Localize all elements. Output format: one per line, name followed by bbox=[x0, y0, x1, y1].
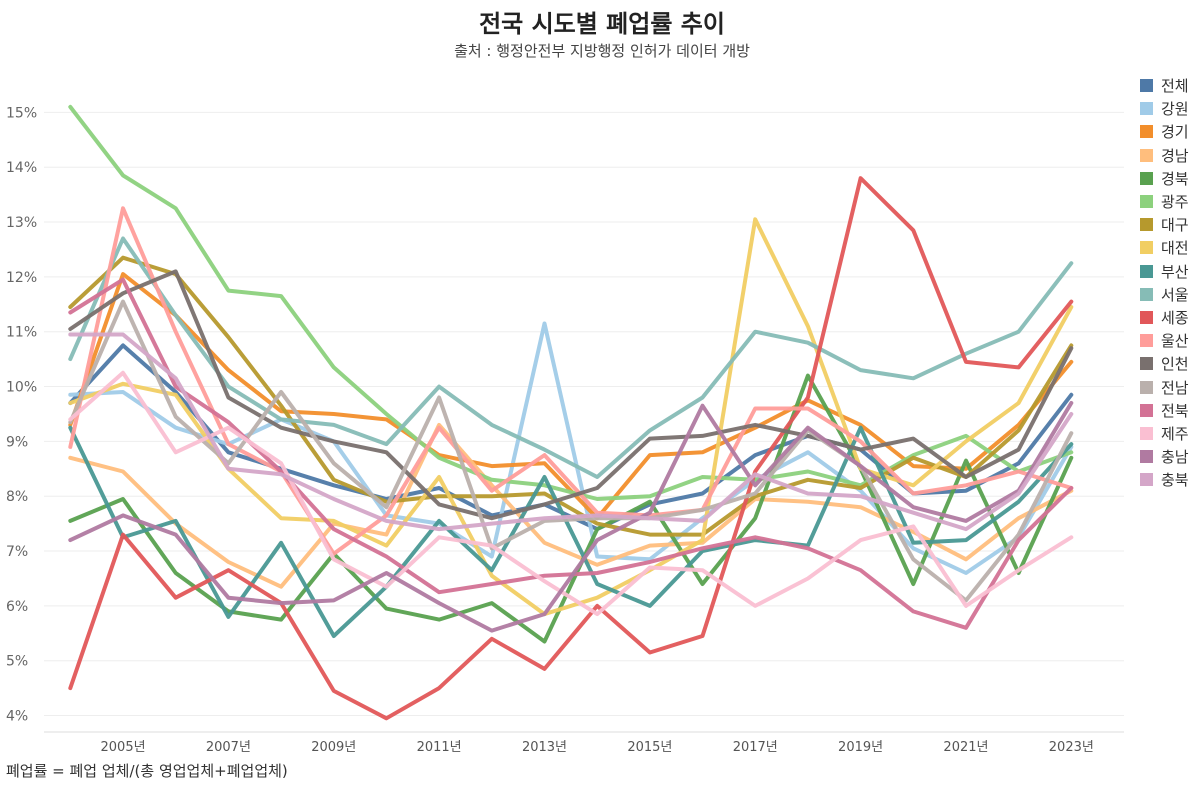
series-line-충남 bbox=[68, 401, 1074, 633]
legend-label: 대구 bbox=[1161, 216, 1189, 235]
legend-label: 경남 bbox=[1161, 146, 1189, 165]
y-tick-label: 13% bbox=[6, 215, 37, 231]
chart-subtitle: 출처 : 행정안전부 지방행정 인허가 데이터 개방 bbox=[454, 42, 750, 60]
legend-item[interactable]: 전체 bbox=[1140, 74, 1200, 97]
x-tick-label: 2023년 bbox=[1049, 740, 1094, 755]
legend-label: 전북 bbox=[1161, 401, 1189, 420]
x-tick-label: 2005년 bbox=[101, 740, 146, 755]
legend-item[interactable]: 충북 bbox=[1140, 468, 1200, 491]
y-tick-label: 8% bbox=[6, 489, 28, 505]
legend-swatch bbox=[1140, 195, 1153, 209]
legend-swatch bbox=[1140, 287, 1153, 301]
legend-label: 울산 bbox=[1161, 332, 1189, 351]
legend-swatch bbox=[1140, 310, 1153, 324]
legend-item[interactable]: 전남 bbox=[1140, 375, 1200, 398]
x-tick-label: 2007년 bbox=[206, 740, 251, 755]
legend-label: 대전 bbox=[1161, 239, 1189, 258]
series-line-인천 bbox=[68, 269, 1074, 521]
legend-swatch bbox=[1140, 241, 1153, 255]
x-tick-label: 2019년 bbox=[838, 740, 883, 755]
y-tick-label: 9% bbox=[6, 434, 28, 450]
series-line-부산 bbox=[68, 425, 1074, 638]
legend-label: 경북 bbox=[1161, 169, 1189, 188]
legend-label: 경기 bbox=[1161, 123, 1189, 142]
legend-swatch bbox=[1140, 148, 1153, 162]
y-tick-label: 4% bbox=[6, 709, 28, 725]
series-line-전남 bbox=[68, 299, 1074, 603]
series-line-광주 bbox=[68, 104, 1074, 501]
legend-label: 강원 bbox=[1161, 100, 1189, 119]
series-line-충북 bbox=[68, 332, 1074, 532]
legend-swatch bbox=[1140, 264, 1153, 278]
series-line-대구 bbox=[68, 255, 1074, 537]
legend-swatch bbox=[1140, 426, 1153, 440]
legend-item[interactable]: 전북 bbox=[1140, 399, 1200, 422]
y-tick-label: 14% bbox=[6, 160, 37, 176]
series-line-강원 bbox=[68, 321, 1074, 575]
legend-swatch bbox=[1140, 334, 1153, 348]
series-lines bbox=[68, 104, 1074, 721]
legend-item[interactable]: 세종 bbox=[1140, 306, 1200, 329]
series-line-세종 bbox=[68, 176, 1074, 721]
legend-swatch bbox=[1140, 125, 1153, 139]
legend-item[interactable]: 대전 bbox=[1140, 236, 1200, 259]
legend-item[interactable]: 대구 bbox=[1140, 213, 1200, 236]
x-tick-label: 2009년 bbox=[311, 740, 356, 755]
legend-swatch bbox=[1140, 380, 1153, 394]
legend-swatch bbox=[1140, 403, 1153, 417]
y-tick-label: 5% bbox=[6, 654, 28, 670]
y-tick-label: 7% bbox=[6, 544, 28, 560]
x-tick-label: 2013년 bbox=[522, 740, 567, 755]
legend-item[interactable]: 제주 bbox=[1140, 422, 1200, 445]
legend-swatch bbox=[1140, 357, 1153, 371]
legend-label: 부산 bbox=[1161, 262, 1189, 281]
legend-swatch bbox=[1140, 218, 1153, 232]
legend-swatch bbox=[1140, 473, 1153, 487]
x-tick-label: 2021년 bbox=[943, 740, 988, 755]
legend-swatch bbox=[1140, 79, 1153, 93]
legend-label: 서울 bbox=[1161, 285, 1189, 304]
legend-item[interactable]: 인천 bbox=[1140, 352, 1200, 375]
legend-item[interactable]: 경북 bbox=[1140, 167, 1200, 190]
y-tick-label: 10% bbox=[6, 380, 37, 396]
y-tick-label: 15% bbox=[6, 105, 37, 121]
y-tick-label: 12% bbox=[6, 270, 37, 286]
legend-swatch bbox=[1140, 102, 1153, 116]
x-tick-label: 2017년 bbox=[733, 740, 778, 755]
x-tick-label: 2011년 bbox=[417, 740, 462, 755]
legend-swatch bbox=[1140, 171, 1153, 185]
legend-label: 광주 bbox=[1161, 193, 1189, 212]
legend-label: 전남 bbox=[1161, 378, 1189, 397]
series-line-서울 bbox=[68, 236, 1074, 479]
x-tick-label: 2015년 bbox=[627, 740, 672, 755]
series-line-제주 bbox=[68, 370, 1074, 617]
chart-title: 전국 시도별 폐업률 추이 bbox=[479, 10, 725, 38]
legend-label: 제주 bbox=[1161, 424, 1189, 443]
y-tick-label: 6% bbox=[6, 599, 28, 615]
series-line-경북 bbox=[68, 373, 1074, 644]
legend-item[interactable]: 광주 bbox=[1140, 190, 1200, 213]
legend-item[interactable]: 경남 bbox=[1140, 144, 1200, 167]
legend-label: 인천 bbox=[1161, 355, 1189, 374]
legend-item[interactable]: 서울 bbox=[1140, 283, 1200, 306]
legend-swatch bbox=[1140, 450, 1153, 464]
legend-label: 세종 bbox=[1161, 308, 1189, 327]
legend-item[interactable]: 울산 bbox=[1140, 329, 1200, 352]
footnote: 폐업률 = 폐업 업체/(총 영업업체+폐업업체) bbox=[6, 762, 288, 780]
legend-label: 충남 bbox=[1161, 448, 1189, 467]
y-tick-label: 11% bbox=[6, 325, 37, 341]
legend-item[interactable]: 경기 bbox=[1140, 120, 1200, 143]
legend-item[interactable]: 충남 bbox=[1140, 445, 1200, 468]
legend-label: 충북 bbox=[1161, 471, 1189, 490]
legend-item[interactable]: 부산 bbox=[1140, 260, 1200, 283]
legend-label: 전체 bbox=[1161, 77, 1189, 96]
legend-item[interactable]: 강원 bbox=[1140, 97, 1200, 120]
